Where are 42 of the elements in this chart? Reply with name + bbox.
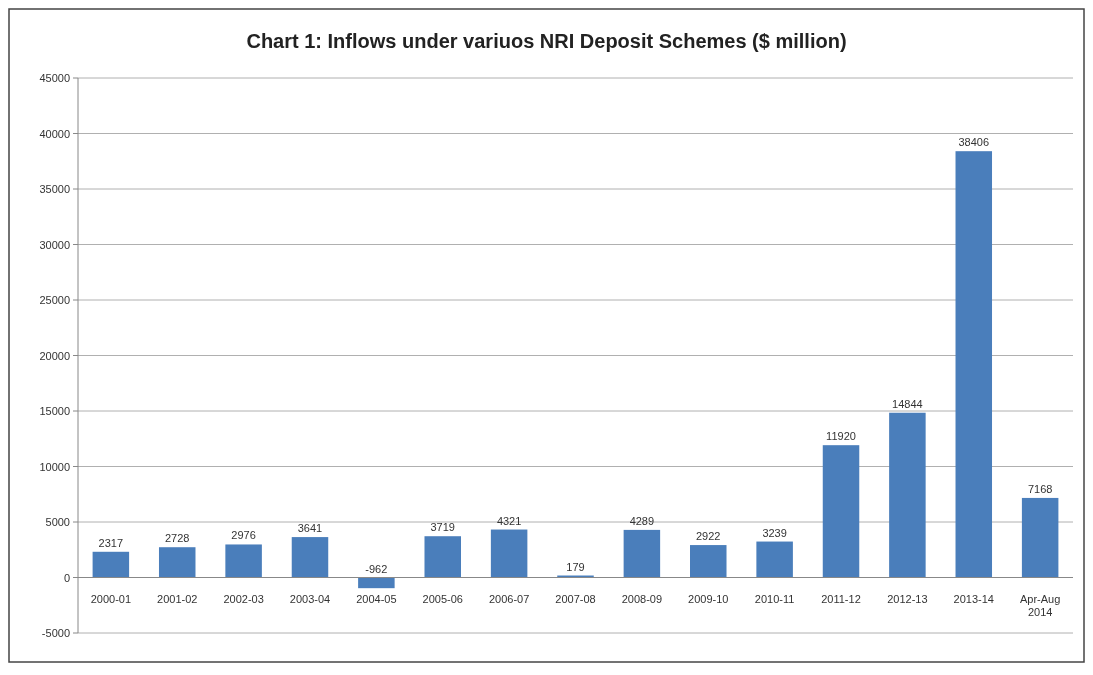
y-tick-label: 10000 xyxy=(39,460,70,473)
data-label: 4321 xyxy=(496,514,522,527)
chart-title: Chart 1: Inflows under variuos NRI Deposit Schemes ($ million) xyxy=(246,30,847,52)
data-label: 2317 xyxy=(98,536,124,549)
x-tick-label: 2012-13 xyxy=(887,592,928,605)
data-label: 14844 xyxy=(892,397,923,410)
y-tick-label: 45000 xyxy=(39,72,70,84)
x-tick-label: Apr-Aug 2014 xyxy=(1019,592,1061,618)
data-label: 7168 xyxy=(1027,482,1053,495)
x-tick-label: 2001-02 xyxy=(157,592,198,605)
x-tick-label: 2008-09 xyxy=(621,592,663,605)
data-label: 38406 xyxy=(958,136,990,149)
y-tick-label: -5000 xyxy=(41,627,70,639)
y-tick-label: 15000 xyxy=(39,405,70,417)
data-label: 3641 xyxy=(297,522,323,535)
x-tick-label: 2007-08 xyxy=(555,592,596,605)
y-tick-label: 35000 xyxy=(39,183,70,195)
x-tick-label: 2000-01 xyxy=(90,592,132,605)
x-tick-label: 2013-14 xyxy=(953,592,994,605)
y-tick-label: 20000 xyxy=(39,349,70,362)
data-label: 2922 xyxy=(696,530,721,543)
x-tick-label: 2004-05 xyxy=(356,592,397,605)
x-tick-label: 2010-11 xyxy=(754,592,795,605)
x-tick-label: 2006-07 xyxy=(488,592,530,605)
x-tick-label: 2002-03 xyxy=(223,592,264,605)
data-label: 179 xyxy=(566,560,585,573)
data-label: 3719 xyxy=(430,521,455,534)
x-tick-label: 2009-10 xyxy=(688,592,729,605)
data-label: 2976 xyxy=(231,529,256,542)
data-label: 4289 xyxy=(629,514,655,527)
data-label: 11920 xyxy=(826,430,856,443)
x-tick-label: 2011-12 xyxy=(821,592,861,605)
y-tick-label: 5000 xyxy=(45,516,70,528)
y-tick-label: 25000 xyxy=(39,294,70,306)
y-tick-label: 0 xyxy=(63,571,70,584)
y-tick-label: 30000 xyxy=(39,238,70,251)
data-label: 3239 xyxy=(762,526,787,539)
x-tick-label: 2003-04 xyxy=(289,592,331,605)
x-tick-label: 2005-06 xyxy=(422,592,463,605)
data-label: -962 xyxy=(365,562,388,575)
y-tick-label: 40000 xyxy=(39,127,70,140)
data-label: 2728 xyxy=(164,532,190,545)
